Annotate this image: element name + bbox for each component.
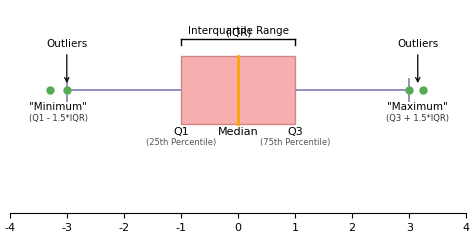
- Text: Q1: Q1: [173, 127, 189, 137]
- Text: Outliers: Outliers: [46, 39, 87, 82]
- Text: (Q3 + 1.5*IQR): (Q3 + 1.5*IQR): [386, 114, 449, 123]
- Text: (IQR): (IQR): [225, 28, 251, 38]
- Text: Outliers: Outliers: [397, 39, 438, 82]
- Bar: [181, 56, 295, 124]
- Text: Median: Median: [218, 127, 258, 137]
- Text: Interquartile Range: Interquartile Range: [188, 26, 289, 36]
- Text: (25th Percentile): (25th Percentile): [146, 137, 216, 146]
- Text: "Minimum": "Minimum": [29, 102, 87, 113]
- Text: Q3: Q3: [287, 127, 303, 137]
- Text: (Q1 - 1.5*IQR): (Q1 - 1.5*IQR): [29, 114, 88, 123]
- Text: (75th Percentile): (75th Percentile): [260, 137, 330, 146]
- Text: "Maximum": "Maximum": [387, 102, 448, 113]
